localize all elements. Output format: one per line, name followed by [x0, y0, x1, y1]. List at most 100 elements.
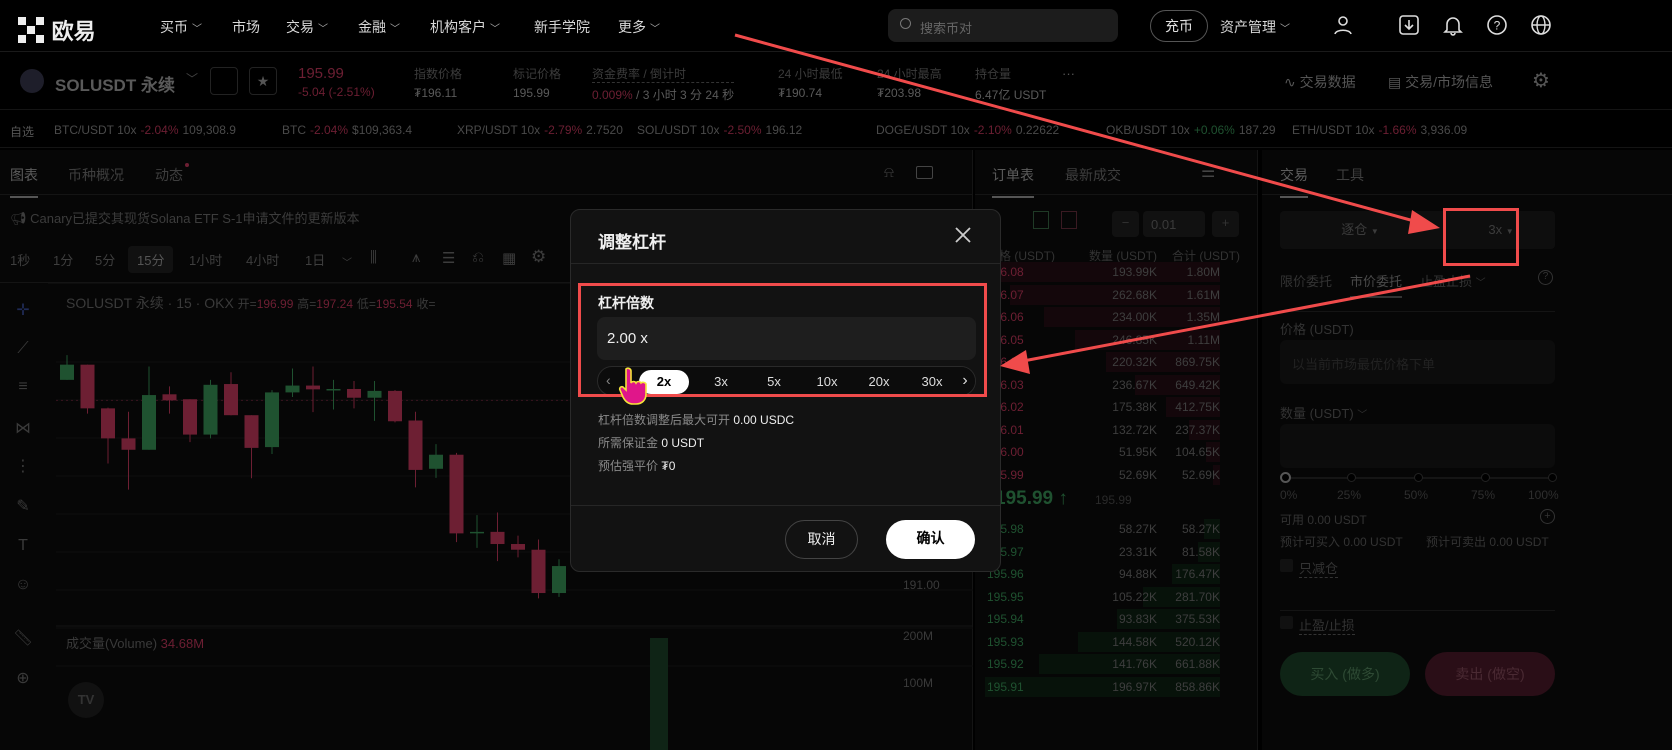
nav-institutional[interactable]: 机构客户 ﹀ — [430, 17, 500, 37]
watchlist-item[interactable]: OKB/USDT 10x +0.06% 187.29 — [1106, 123, 1276, 137]
calendar-icon[interactable]: ▦ — [502, 250, 517, 267]
filter-icon[interactable]: ⚌ — [1201, 164, 1216, 181]
price-input[interactable]: 以当前市场最优价格下单 — [1280, 340, 1555, 384]
star-icon[interactable]: ★ — [249, 67, 277, 95]
pattern-icon[interactable]: ⋈ — [15, 420, 31, 437]
ruler-icon[interactable]: 📏︎ — [12, 630, 34, 647]
leverage-preset-2x[interactable]: 2x — [639, 370, 689, 394]
asks-only-view-icon[interactable] — [1061, 211, 1077, 229]
ask-row[interactable]: 196.07 262.68K 1.61M — [975, 284, 1245, 306]
scroll-left-icon[interactable]: ‹ — [606, 372, 611, 388]
leverage-preset-30x[interactable]: 30x — [921, 374, 943, 389]
leverage-input[interactable]: 2.00 x — [597, 317, 976, 360]
zoom-in-icon[interactable]: ⊕ — [16, 670, 30, 687]
deposit-button[interactable]: 充币 — [1150, 10, 1208, 42]
tab-recent-trades[interactable]: 最新成交 — [1065, 167, 1121, 183]
watchlist-item[interactable]: XRP/USDT 10x -2.79% 2.7520 — [457, 123, 623, 137]
tradingview-logo[interactable]: TV — [68, 682, 104, 718]
fullscreen-icon[interactable] — [916, 166, 933, 179]
emoji-icon[interactable]: ☺ — [14, 576, 32, 593]
slider-mark[interactable] — [1481, 473, 1490, 482]
indicators-icon[interactable]: ⩚ — [412, 249, 421, 266]
bid-row[interactable]: 195.92 141.76K 661.88K — [975, 653, 1245, 675]
scroll-right-icon[interactable]: › — [953, 367, 975, 395]
order-type-limit[interactable]: 限价委托 — [1280, 274, 1333, 289]
market-info-button[interactable]: ▤ 交易/市场信息 — [1388, 72, 1493, 92]
order-type-market[interactable]: 市价委托 — [1350, 271, 1403, 298]
amount-slider[interactable]: 0% 25% 50% 75% 100% — [1280, 472, 1559, 512]
quantity-input[interactable] — [1280, 424, 1555, 468]
nav-more[interactable]: 更多 ﹀ — [618, 17, 660, 37]
order-type-tpsl[interactable]: 止盈止损 ﹀ — [1420, 271, 1486, 290]
text-icon[interactable]: T — [18, 537, 28, 554]
tab-tools[interactable]: 工具 — [1336, 167, 1364, 183]
timeframe-0[interactable]: 1秒 — [10, 253, 31, 268]
horizontal-lines-icon[interactable]: ≡ — [18, 378, 28, 395]
candle-type-icon[interactable]: ⫼ — [370, 249, 377, 266]
tab-trade[interactable]: 交易 — [1280, 167, 1308, 198]
download-icon[interactable] — [1398, 14, 1420, 36]
nav-buy-crypto[interactable]: 买币 ﹀ — [160, 17, 202, 37]
globe-icon[interactable] — [1530, 14, 1552, 36]
watchlist-item[interactable]: SOL/USDT 10x -2.50% 196.12 — [637, 123, 802, 137]
ask-row[interactable]: 196.02 175.38K 412.75K — [975, 396, 1245, 418]
confirm-button[interactable]: 确认 — [886, 520, 975, 559]
sell-short-button[interactable]: 卖出 (做空) — [1425, 652, 1555, 696]
leverage-select[interactable]: 3x ▼ — [1447, 211, 1555, 249]
timeframe-4[interactable]: 1小时 — [189, 253, 223, 268]
ask-row[interactable]: 196.06 234.00K 1.35M — [975, 306, 1245, 328]
nav-markets[interactable]: 市场 — [232, 17, 260, 37]
timeframe-3[interactable]: 15分 — [128, 246, 174, 273]
tick-size-select[interactable]: 0.01 — [1143, 211, 1205, 237]
cancel-button[interactable]: 取消 — [785, 520, 858, 559]
ask-row[interactable]: 196.08 193.99K 1.80M — [975, 261, 1245, 283]
watchlist-item[interactable]: BTC -2.04% $109,363.4 — [282, 123, 412, 137]
tab-coin-overview[interactable]: 币种概况 — [68, 167, 124, 183]
instrument-name[interactable]: SOLUSDT 永续 — [55, 76, 175, 95]
decrease-tick-button[interactable]: − — [1112, 211, 1139, 237]
user-icon[interactable] — [1332, 14, 1354, 36]
bid-row[interactable]: 195.96 94.88K 176.47K — [975, 563, 1245, 585]
tab-chart[interactable]: 图表 — [10, 167, 38, 198]
bid-row[interactable]: 195.94 93.83K 375.53K — [975, 608, 1245, 630]
nav-finance[interactable]: 金融 ﹀ — [358, 17, 400, 37]
ask-row[interactable]: 196.05 246.85K 1.11M — [975, 329, 1245, 351]
slider-mark[interactable] — [1280, 472, 1291, 483]
ask-row[interactable]: 195.99 52.69K 52.69K — [975, 464, 1245, 486]
okx-logo[interactable]: 欧易 — [18, 14, 96, 46]
assets-menu[interactable]: 资产管理 ﹀ — [1220, 17, 1290, 37]
trendline-icon[interactable]: ⟋ — [17, 340, 29, 357]
watchlist-item[interactable]: DOGE/USDT 10x -2.10% 0.22622 — [876, 123, 1059, 137]
tab-news[interactable]: 动态 — [155, 163, 189, 185]
bid-row[interactable]: 195.97 23.31K 81.58K — [975, 541, 1245, 563]
transfer-plus-icon[interactable]: + — [1540, 509, 1555, 524]
leverage-preset-5x[interactable]: 5x — [767, 374, 781, 389]
add-alert-icon[interactable]: ⍾ — [884, 164, 894, 181]
layout-icon[interactable]: ☰ — [442, 250, 456, 267]
slider-mark[interactable] — [1414, 473, 1423, 482]
gear-icon[interactable]: ⚙ — [1532, 70, 1550, 92]
chevron-down-icon[interactable]: ﹀ — [342, 258, 352, 269]
ask-row[interactable]: 196.04 220.32K 869.75K — [975, 351, 1245, 373]
timeframe-2[interactable]: 5分 — [95, 253, 116, 268]
ask-row[interactable]: 196.00 51.95K 104.65K — [975, 441, 1245, 463]
reduce-only-checkbox[interactable] — [1280, 559, 1293, 572]
tab-orderbook[interactable]: 订单表 — [992, 167, 1034, 198]
watchlist-item[interactable]: BTC/USDT 10x -2.04% 109,308.9 — [54, 123, 236, 137]
chevron-down-icon[interactable]: ﹀ — [186, 72, 199, 86]
chart-settings-icon[interactable]: ⚙ — [531, 247, 547, 266]
close-icon[interactable] — [952, 224, 974, 246]
bid-row[interactable]: 195.98 58.27K 58.27K — [975, 518, 1245, 540]
ask-row[interactable]: 196.03 236.67K 649.42K — [975, 374, 1245, 396]
bid-row[interactable]: 195.95 105.22K 281.70K — [975, 586, 1245, 608]
timeframe-6[interactable]: 1日 — [305, 253, 326, 268]
margin-mode-select[interactable]: 逐仓 ▼ — [1280, 211, 1440, 249]
help-icon[interactable]: ? — [1538, 270, 1553, 285]
trade-data-button[interactable]: ∿ 交易数据 — [1284, 72, 1356, 92]
help-icon[interactable]: ? — [1486, 14, 1508, 36]
leverage-preset-20x[interactable]: 20x — [868, 374, 890, 389]
buy-long-button[interactable]: 买入 (做多) — [1280, 652, 1410, 696]
ask-row[interactable]: 196.01 132.72K 237.37K — [975, 419, 1245, 441]
nav-trade[interactable]: 交易 ﹀ — [286, 17, 328, 37]
bids-only-view-icon[interactable] — [1033, 211, 1049, 229]
